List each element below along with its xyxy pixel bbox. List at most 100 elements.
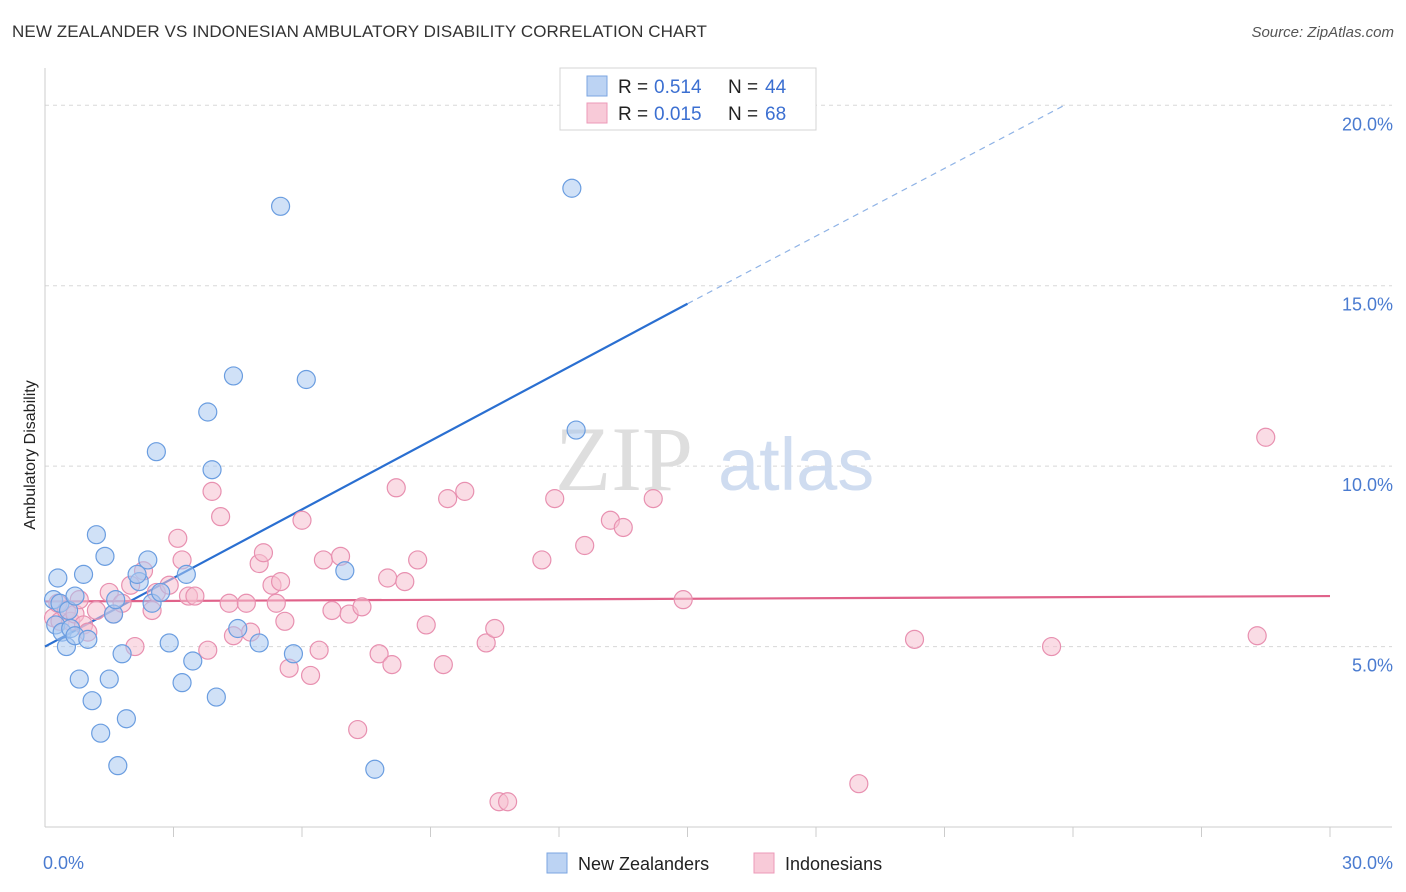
- new-zealanders-point: [335, 561, 355, 581]
- indonesians-point: [532, 550, 552, 570]
- series-legend: New Zealanders Indonesians: [546, 852, 882, 874]
- new-zealanders-point: [127, 564, 147, 584]
- new-zealanders-point: [69, 669, 89, 689]
- indonesians-point: [352, 597, 372, 617]
- indonesians-point: [313, 550, 334, 570]
- bottom-legend-label-indonesians: Indonesians: [785, 854, 882, 874]
- new-zealanders-point: [562, 178, 582, 198]
- new-zealanders-point: [86, 525, 107, 545]
- legend-n-label-blue: N =: [728, 77, 758, 98]
- new-zealanders-point: [172, 673, 192, 693]
- new-zealanders-point: [146, 442, 166, 462]
- new-zealanders-point: [138, 550, 158, 570]
- new-zealanders-point: [198, 402, 218, 422]
- indonesians-points: [43, 427, 1276, 812]
- indonesians-point: [613, 517, 633, 538]
- new-zealanders-point: [270, 196, 291, 216]
- indonesians-point: [86, 600, 107, 621]
- indonesians-point: [485, 618, 505, 639]
- indonesians-point: [498, 792, 518, 812]
- new-zealanders-point: [112, 644, 132, 664]
- indonesians-point: [322, 600, 342, 621]
- indonesians-point: [378, 568, 398, 588]
- chart-title: NEW ZEALANDER VS INDONESIAN AMBULATORY D…: [12, 22, 708, 41]
- new-zealanders-point: [206, 687, 226, 707]
- indonesians-point: [545, 489, 565, 509]
- new-zealanders-point: [151, 582, 171, 603]
- new-zealanders-point: [95, 546, 115, 566]
- new-zealanders-point: [202, 460, 222, 480]
- indonesians-point: [1247, 626, 1267, 646]
- new-zealanders-point: [91, 723, 111, 743]
- source-label: Source: ZipAtlas.com: [1251, 24, 1394, 41]
- indonesians-point: [348, 719, 368, 740]
- indonesians-point: [202, 481, 222, 501]
- legend-r-label-blue: R =: [618, 77, 648, 98]
- indonesians-point: [433, 655, 453, 675]
- bottom-legend-label-new-zealanders: New Zealanders: [578, 854, 709, 874]
- axes: [44, 68, 1392, 837]
- new-zealanders-point: [48, 568, 68, 588]
- new-zealanders-point: [365, 759, 385, 779]
- y-tick-label-2: 15.0%: [1342, 295, 1393, 315]
- indonesians-point: [1041, 636, 1062, 657]
- new-zealanders-point: [78, 629, 98, 649]
- new-zealanders-point: [228, 618, 248, 639]
- indonesians-point: [395, 572, 415, 592]
- legend-r-label-pink: R =: [618, 104, 648, 125]
- legend-n-label-pink: N =: [728, 104, 758, 125]
- indonesians-point: [309, 640, 329, 660]
- new-zealanders-point: [108, 756, 128, 776]
- new-zealanders-point: [183, 651, 203, 671]
- new-zealanders-point: [566, 420, 586, 440]
- trend-line-new-zealanders-extension: [687, 104, 1065, 305]
- new-zealanders-point: [82, 691, 102, 711]
- indonesians-point: [386, 478, 406, 498]
- indonesians-point: [292, 510, 312, 530]
- indonesians-point: [211, 507, 231, 527]
- indonesians-point: [476, 633, 496, 653]
- indonesians-point: [236, 593, 256, 613]
- new-zealanders-point: [73, 564, 94, 584]
- indonesians-point: [168, 528, 188, 548]
- indonesians-point: [416, 615, 436, 635]
- y-tick-label-3: 20.0%: [1342, 114, 1393, 134]
- legend-r-value-blue: 0.514: [654, 77, 702, 98]
- stats-legend: R = 0.514 N = 44 R = 0.015 N = 68: [559, 67, 817, 131]
- new-zealanders-point: [159, 633, 179, 653]
- indonesians-point: [300, 665, 321, 686]
- indonesians-point: [455, 481, 475, 501]
- grid-lines: [45, 104, 1392, 648]
- indonesians-point: [270, 572, 291, 592]
- indonesians-point: [408, 550, 428, 570]
- bottom-legend-swatch-blue: [546, 852, 568, 874]
- new-zealanders-point: [249, 633, 269, 653]
- x-tick-label-1: 30.0%: [1342, 853, 1393, 873]
- indonesians-point: [219, 593, 239, 613]
- watermark: ZIP atlas: [555, 408, 874, 510]
- indonesians-point: [275, 611, 295, 631]
- legend-swatch-pink: [586, 102, 608, 124]
- new-zealanders-points: [43, 178, 586, 779]
- new-zealanders-point: [65, 586, 85, 606]
- legend-n-value-pink: 68: [765, 104, 786, 125]
- legend-r-value-pink: 0.015: [654, 104, 702, 125]
- indonesians-point: [369, 644, 389, 664]
- legend-n-value-blue: 44: [765, 77, 787, 98]
- new-zealanders-point: [176, 564, 196, 584]
- new-zealanders-point: [296, 369, 316, 390]
- y-tick-labels: 5.0% 10.0% 15.0% 20.0%: [1342, 114, 1393, 675]
- indonesians-point: [198, 640, 218, 660]
- x-tick-labels: 0.0% 30.0%: [43, 853, 1393, 873]
- watermark-atlas: atlas: [718, 423, 874, 506]
- y-axis-label: Ambulatory Disability: [22, 380, 39, 529]
- indonesians-point: [253, 543, 274, 563]
- indonesians-point: [673, 590, 693, 610]
- indonesians-point: [266, 593, 286, 613]
- x-tick-label-0: 0.0%: [43, 853, 84, 873]
- new-zealanders-point: [99, 669, 119, 689]
- y-tick-label-0: 5.0%: [1352, 656, 1393, 676]
- indonesians-point: [904, 629, 925, 649]
- indonesians-point: [382, 655, 402, 675]
